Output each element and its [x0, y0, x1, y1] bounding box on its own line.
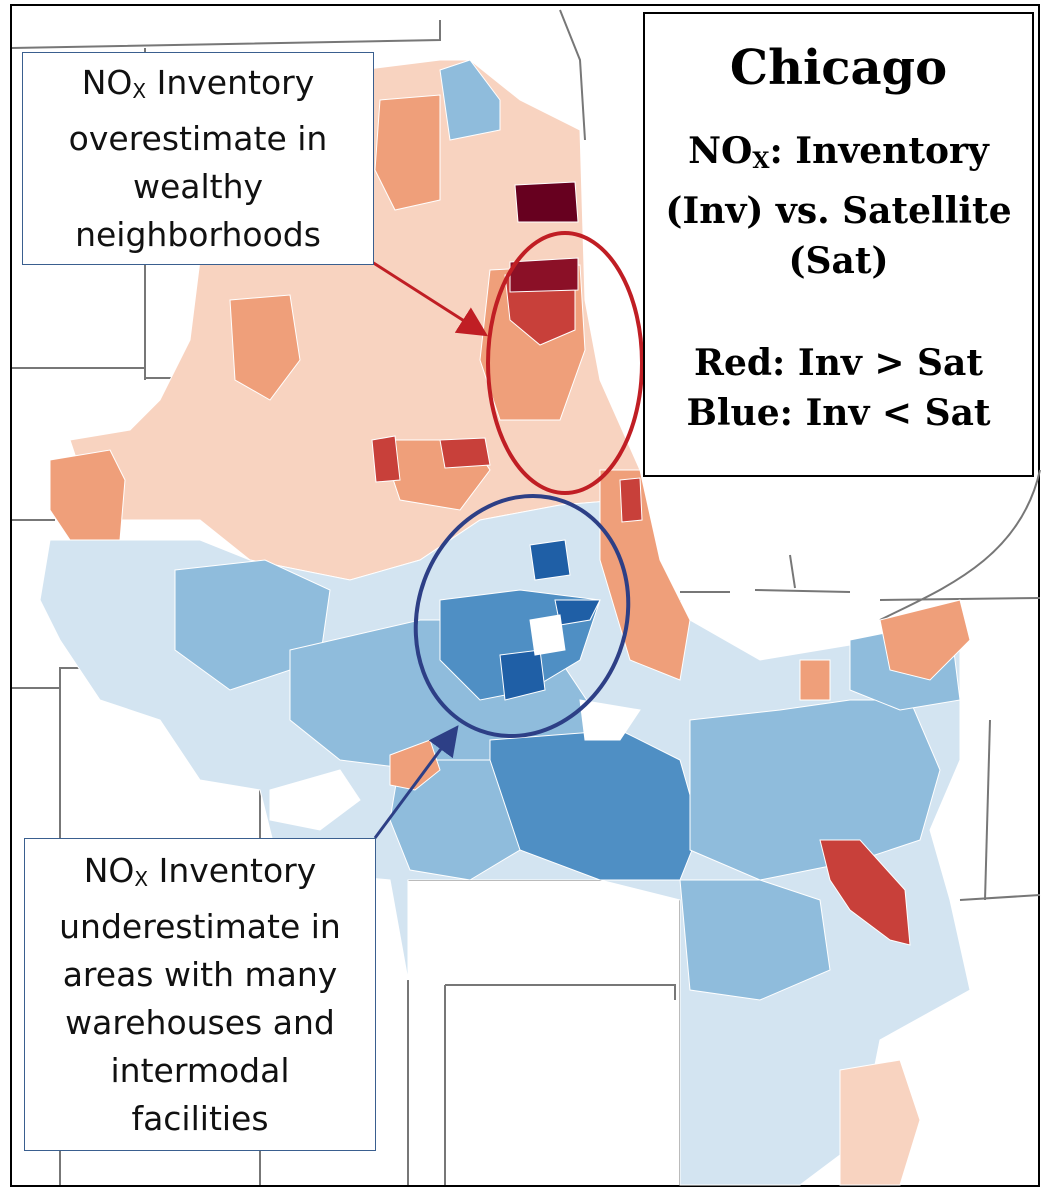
region-orange-ribbon: [599, 469, 691, 681]
region-orange-east-shore: [879, 599, 971, 681]
region-red-large-se: [819, 839, 911, 946]
region-red-shore-2: [619, 477, 643, 523]
legend-red-label: Red: Inv > Sat: [694, 342, 983, 384]
legend-title-line3: (Sat): [788, 240, 889, 282]
callout-bottom-line5: intermodal: [110, 1050, 290, 1090]
region-orange-se-small: [799, 659, 831, 701]
region-orange-southwest: [389, 739, 441, 791]
region-darkred-2: [509, 257, 579, 293]
underestimate-arrow: [373, 725, 459, 839]
callout-bottom-line1: NOX Inventory: [83, 850, 317, 891]
region-white-gap-2: [269, 769, 361, 831]
overestimate-ellipse: [486, 231, 644, 495]
region-blue-se: [679, 879, 831, 1001]
region-darkblue-2: [529, 539, 571, 581]
legend-title-line1: NOX: Inventory: [688, 130, 989, 174]
callout-top-line4: neighborhoods: [75, 214, 321, 254]
city-title: Chicago: [729, 40, 948, 96]
legend-title-line2: (Inv) vs. Satellite: [665, 190, 1012, 232]
overestimate-arrow: [371, 260, 489, 337]
legend-box: Chicago NOX: Inventory (Inv) vs. Satelli…: [643, 12, 1034, 477]
region-orange-nw: [229, 294, 301, 401]
callout-bottom-line2: underestimate in: [59, 906, 341, 946]
underestimate-callout: NOX Inventory underestimate in areas wit…: [24, 838, 376, 1151]
callout-bottom-line3: areas with many: [62, 954, 338, 994]
callout-top-line2: overestimate in: [68, 118, 328, 158]
underestimate-ellipse: [413, 493, 631, 739]
region-red-central: [439, 437, 491, 469]
region-darkblue-1: [499, 649, 546, 701]
region-orange-north: [374, 94, 441, 211]
region-orange-west: [49, 449, 126, 541]
callout-bottom-line4: warehouses and: [65, 1002, 335, 1042]
region-red-west: [371, 435, 401, 483]
region-blue-ne: [439, 59, 501, 141]
region-darkred-1: [514, 181, 579, 223]
callout-bottom-line6: facilities: [131, 1098, 269, 1138]
region-white-gap-1: [529, 614, 566, 656]
region-orange-far-south: [839, 1059, 921, 1186]
region-white-gap-3: [579, 699, 641, 741]
region-blue-east: [689, 699, 941, 881]
legend-blue-label: Blue: Inv < Sat: [686, 392, 991, 434]
overestimate-callout: NOX Inventory overestimate in wealthy ne…: [22, 52, 374, 265]
callout-top-line1: NOX Inventory: [81, 62, 315, 103]
callout-top-line3: wealthy: [132, 166, 264, 206]
region-layer: [39, 59, 971, 1186]
